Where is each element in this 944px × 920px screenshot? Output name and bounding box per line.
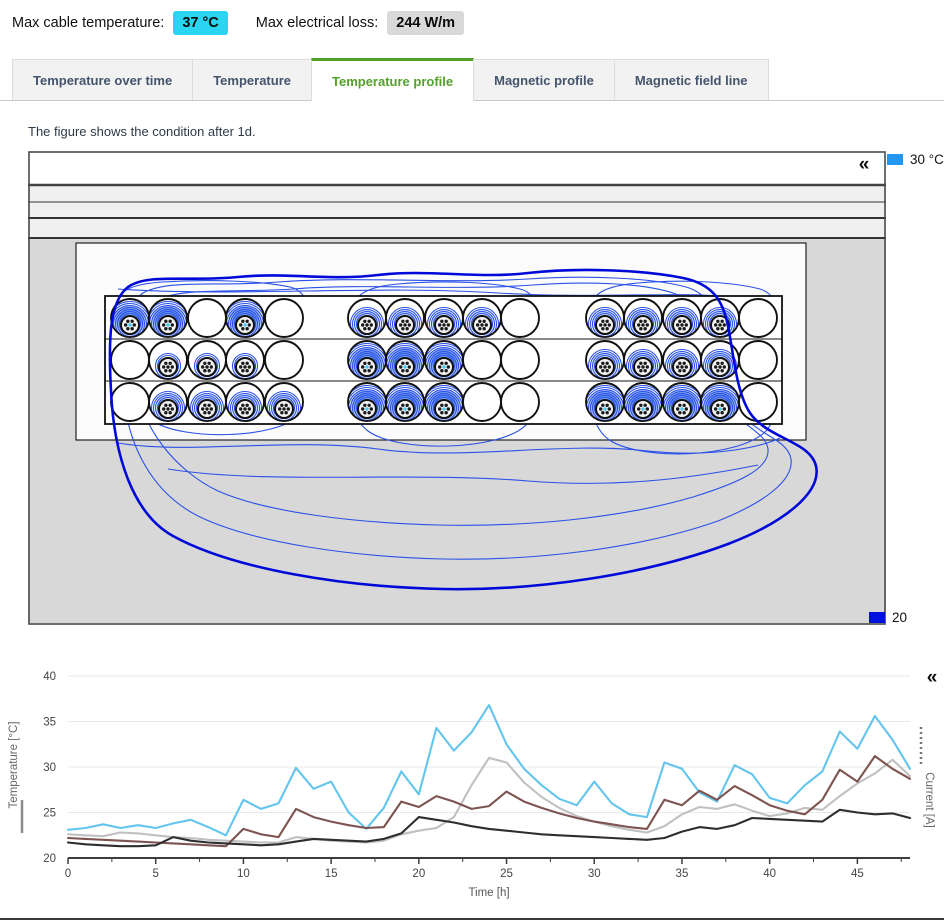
x-tick-label: 30 [588,868,601,880]
tab-magnetic-field-line[interactable]: Magnetic field line [613,59,769,100]
legend-min-isotherm: 20 [869,610,907,625]
duct-circle [110,382,150,422]
legend-swatch-30c [887,154,903,165]
series-line-dark [66,808,912,848]
series-line-gray [66,756,912,844]
temperature-profile-figure [28,151,886,625]
x-tick-label: 0 [65,868,71,880]
ducts-and-cables [110,298,778,422]
series-line-brown [66,755,912,848]
tab-temperature[interactable]: Temperature [192,59,312,100]
duct-circle [264,340,304,380]
tab-temperature-over-time[interactable]: Temperature over time [12,59,194,100]
x-tick-label: 45 [851,868,864,880]
duct-circle [187,298,227,338]
x-axis-label: Time [h] [468,887,509,899]
chart-collapse-button[interactable]: « [926,667,938,688]
x-tick-label: 10 [237,868,250,880]
legend-label-30c: 30 °C [910,152,944,167]
legend-swatch-20 [869,612,885,623]
duct-circle [500,340,540,380]
y-tick-label: 40 [43,671,56,683]
max-electrical-loss-value: 244 W/m [387,11,465,35]
x-tick-label: 20 [412,868,425,880]
duct-circle [462,340,502,380]
duct-circle [738,298,778,338]
x-tick-label: 25 [500,868,513,880]
chart-axes: 40 35 30 25 20 0 5 10 15 20 25 30 35 40 45 [43,671,910,880]
y-tick-label: 30 [43,762,56,774]
max-electrical-loss-label: Max electrical loss: [255,15,379,31]
legend-max-isotherm: 30 °C [887,152,944,167]
results-header: Max cable temperature: 37 °C Max electri… [12,8,465,38]
y-axis-label-right: Current [A] [923,772,935,828]
tab-bar: Temperature over time Temperature Temperat… [0,58,944,101]
duct-circle [110,340,150,380]
series-line-light-blue [66,704,912,837]
legend-label-20: 20 [892,610,908,625]
tab-magnetic-profile[interactable]: Magnetic profile [473,59,615,100]
tab-temperature-profile[interactable]: Temperature profile [311,58,475,101]
max-cable-temperature-label: Max cable temperature: [12,15,165,31]
x-tick-label: 5 [153,868,159,880]
y-tick-label: 35 [43,717,56,729]
x-tick-label: 35 [676,868,689,880]
y-tick-label: 20 [43,853,56,865]
temperature-time-chart: 40 35 30 25 20 0 5 10 15 20 25 30 35 40 45 Time [h] Te… [8,671,935,899]
figure-collapse-button[interactable]: « [858,154,870,175]
outer-isotherm-20c [108,268,818,591]
y-axis-label-left: Temperature [°C] [8,721,20,808]
y-tick-label: 25 [43,808,56,820]
road-layers [28,186,886,238]
duct-circle [264,298,304,338]
x-tick-label: 40 [763,868,776,880]
chart-gridlines [68,675,910,859]
duct-circle [500,298,540,338]
figure-border [28,151,886,625]
x-tick-label: 15 [325,868,338,880]
duct-circle [462,382,502,422]
duct-circle [738,340,778,380]
chart-series [66,704,912,848]
cable-heat-contours [663,384,701,421]
duct-circle [500,382,540,422]
max-cable-temperature-value: 37 °C [173,11,228,35]
figure-caption: The figure shows the condition after 1d. [28,124,256,139]
